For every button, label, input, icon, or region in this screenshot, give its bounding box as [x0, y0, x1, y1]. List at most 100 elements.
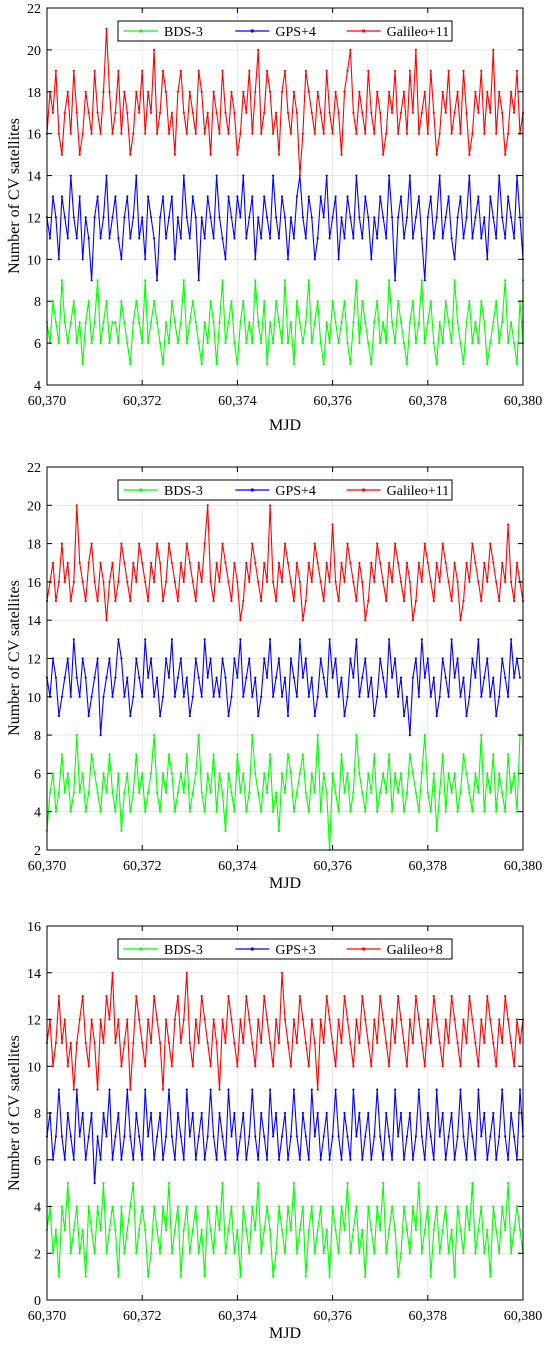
data-point	[66, 237, 69, 240]
data-point	[343, 791, 346, 794]
data-point	[358, 1252, 361, 1255]
data-point	[138, 321, 141, 324]
data-point	[96, 791, 99, 794]
data-point	[408, 753, 411, 756]
data-point	[117, 1018, 120, 1021]
data-point	[298, 321, 301, 324]
data-point	[483, 1111, 486, 1115]
legend-label: BDS-3	[164, 25, 203, 40]
data-point	[257, 580, 260, 584]
data-point	[298, 1228, 301, 1231]
data-point	[209, 791, 212, 794]
data-point	[126, 342, 129, 345]
data-point	[87, 561, 90, 564]
data-point	[153, 734, 156, 737]
data-point	[51, 111, 55, 114]
data-point	[498, 1018, 501, 1021]
data-point	[96, 1088, 99, 1091]
data-point	[54, 216, 58, 219]
data-point	[367, 772, 370, 775]
data-point	[352, 237, 355, 240]
data-point	[51, 1065, 55, 1068]
data-point	[504, 1228, 507, 1231]
y-tick-label: 14	[27, 967, 41, 982]
data-point	[114, 111, 117, 114]
data-point	[248, 657, 251, 660]
data-point	[504, 237, 507, 240]
data-point	[239, 1135, 242, 1138]
data-point	[304, 321, 307, 324]
legend-item: GPS+4	[235, 484, 316, 499]
data-point	[185, 1205, 188, 1208]
data-point	[414, 342, 417, 345]
data-point	[102, 580, 105, 584]
data-point	[173, 258, 176, 261]
data-point	[379, 111, 382, 114]
series-2	[45, 1088, 525, 1185]
data-point	[51, 1158, 55, 1161]
data-point	[388, 279, 391, 282]
data-point	[399, 111, 403, 114]
data-point	[429, 810, 432, 813]
data-point	[230, 300, 233, 303]
data-point	[96, 195, 99, 198]
data-point	[492, 561, 495, 564]
data-point	[173, 1018, 176, 1021]
data-point	[486, 1158, 489, 1161]
data-point	[280, 1135, 284, 1138]
data-point	[206, 676, 209, 679]
data-point	[435, 714, 438, 718]
data-point	[161, 599, 165, 603]
data-point	[420, 580, 423, 584]
data-point	[295, 561, 298, 564]
data-point	[194, 321, 197, 324]
data-point	[492, 753, 495, 756]
data-point	[218, 321, 221, 324]
data-point	[483, 561, 486, 564]
data-point	[438, 132, 441, 135]
data-point	[209, 1228, 212, 1231]
data-point	[486, 772, 489, 775]
data-point	[147, 791, 150, 794]
data-point	[456, 657, 459, 660]
data-point	[224, 111, 227, 114]
data-point	[87, 1205, 90, 1208]
data-point	[224, 676, 227, 679]
data-point	[111, 971, 114, 974]
data-point	[322, 676, 325, 679]
data-point	[57, 132, 61, 135]
data-point	[346, 195, 349, 198]
data-point	[188, 1252, 191, 1255]
data-point	[468, 174, 471, 177]
data-point	[239, 1275, 242, 1278]
data-point	[84, 810, 87, 813]
data-point	[132, 561, 135, 564]
x-tick-label: 60,374	[218, 394, 257, 409]
data-point	[54, 321, 58, 324]
data-point	[370, 1228, 373, 1231]
data-point	[340, 1158, 343, 1161]
data-point	[453, 1018, 456, 1021]
data-point	[87, 1065, 90, 1068]
data-point	[361, 995, 364, 998]
data-point	[474, 1158, 477, 1161]
data-point	[343, 1111, 346, 1115]
data-point	[504, 1135, 507, 1138]
data-point	[63, 676, 66, 679]
data-point	[185, 753, 188, 756]
data-point	[340, 561, 343, 564]
data-point	[432, 772, 435, 775]
data-point	[513, 1228, 516, 1231]
data-point	[227, 1088, 230, 1091]
data-point	[179, 561, 182, 564]
data-point	[441, 753, 444, 756]
data-point	[447, 580, 450, 584]
data-point	[141, 69, 144, 72]
x-tick-label: 60,380	[504, 1309, 543, 1324]
y-tick-label: 22	[27, 2, 41, 17]
data-point	[51, 195, 55, 198]
data-point	[429, 69, 432, 72]
series-line	[46, 735, 521, 851]
data-point	[66, 561, 69, 564]
data-point	[429, 300, 432, 303]
